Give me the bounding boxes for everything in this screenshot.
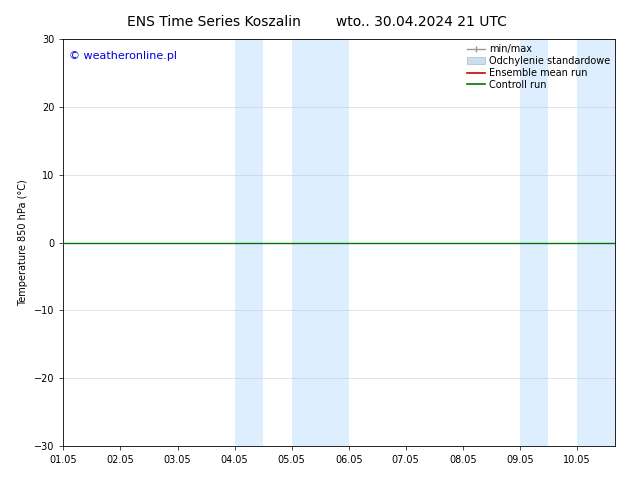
Bar (292, 39, 349, 446)
Bar (235, 39, 263, 446)
Text: ENS Time Series Koszalin        wto.. 30.04.2024 21 UTC: ENS Time Series Koszalin wto.. 30.04.202… (127, 15, 507, 29)
Y-axis label: Temperature 850 hPa (°C): Temperature 850 hPa (°C) (18, 179, 29, 306)
Legend: min/max, Odchylenie standardowe, Ensemble mean run, Controll run: min/max, Odchylenie standardowe, Ensembl… (465, 42, 612, 92)
Text: © weatheronline.pl: © weatheronline.pl (69, 51, 177, 61)
Bar (520, 39, 548, 446)
Bar (577, 39, 615, 446)
